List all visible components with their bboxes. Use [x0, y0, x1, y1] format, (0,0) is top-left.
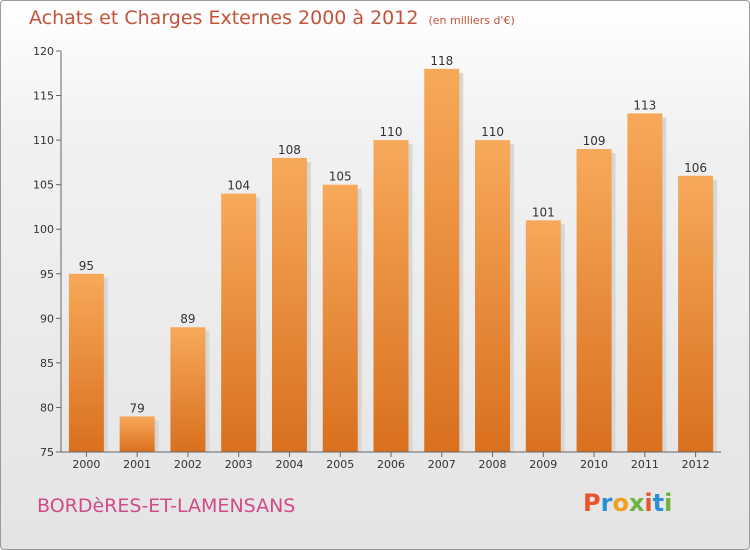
- y-tick-label: 80: [40, 401, 54, 414]
- x-tick-label: 2012: [682, 458, 710, 471]
- proxiti-logo[interactable]: Proxiti: [583, 489, 672, 517]
- value-label: 118: [430, 54, 453, 68]
- y-tick-label: 100: [33, 223, 54, 236]
- bar-2012[interactable]: [678, 175, 714, 452]
- x-tick-label: 2010: [580, 458, 608, 471]
- x-tick-label: 2008: [479, 458, 507, 471]
- x-tick-label: 2000: [72, 458, 100, 471]
- y-tick-label: 95: [40, 268, 54, 281]
- value-label: 110: [481, 125, 504, 139]
- y-tick-label: 85: [40, 357, 54, 370]
- bar-2009[interactable]: [525, 220, 561, 452]
- logo-letter: i: [664, 489, 673, 517]
- bar-2003[interactable]: [221, 193, 257, 453]
- chart-title: Achats et Charges Externes 2000 à 2012 (e…: [29, 7, 515, 29]
- x-tick-label: 2011: [631, 458, 659, 471]
- value-label: 109: [583, 134, 606, 148]
- logo-letter: o: [612, 489, 629, 517]
- bar-2007[interactable]: [424, 68, 460, 453]
- bar-2006[interactable]: [373, 140, 409, 452]
- bar-2005[interactable]: [322, 184, 358, 452]
- bars: [68, 68, 714, 453]
- x-ticks: 2000 2001 2002 2003 2004 2005 2006 2007 2008 2009…: [72, 452, 710, 471]
- chart-title-text: Achats et Charges Externes 2000 à 2012: [29, 7, 419, 29]
- x-tick-label: 2002: [174, 458, 202, 471]
- value-label: 101: [532, 205, 555, 219]
- value-label: 79: [130, 401, 145, 415]
- bar-2010[interactable]: [576, 149, 612, 452]
- logo-letter: i: [644, 489, 653, 517]
- y-tick-label: 115: [33, 90, 54, 103]
- value-label: 110: [380, 125, 403, 139]
- bar-2004[interactable]: [271, 157, 307, 452]
- value-label: 108: [278, 143, 301, 157]
- y-tick-label: 110: [33, 134, 54, 147]
- value-label: 106: [684, 161, 707, 175]
- value-label: 113: [633, 98, 656, 112]
- x-tick-label: 2005: [326, 458, 354, 471]
- x-tick-label: 2009: [529, 458, 557, 471]
- bar-2001[interactable]: [119, 416, 155, 452]
- bar-2008[interactable]: [475, 140, 511, 452]
- value-label: 105: [329, 170, 352, 184]
- y-tick-label: 105: [33, 179, 54, 192]
- logo-letter: x: [628, 489, 645, 517]
- logo-letter: P: [583, 489, 601, 517]
- logo-letter: r: [600, 489, 613, 517]
- value-labels: 95 79 89 104 108 105 110 118 110 101 109 113 106: [79, 54, 707, 416]
- logo-letter: t: [652, 489, 665, 517]
- x-tick-label: 2001: [123, 458, 151, 471]
- value-label: 104: [227, 179, 250, 193]
- y-tick-label: 75: [40, 446, 54, 459]
- commune-name: BORDèRES-ET-LAMENSANS: [37, 495, 296, 517]
- y-tick-label: 120: [33, 45, 54, 58]
- x-tick-label: 2004: [275, 458, 303, 471]
- y-tick-label: 90: [40, 312, 54, 325]
- bar-2011[interactable]: [627, 113, 663, 452]
- x-tick-label: 2006: [377, 458, 405, 471]
- bar-2002[interactable]: [170, 327, 206, 452]
- value-label: 95: [79, 259, 94, 273]
- chart-unit: (en milliers d'€): [428, 14, 515, 27]
- x-tick-label: 2003: [225, 458, 253, 471]
- y-ticks: 75 80 85 90 95 100 105 110 115 120: [33, 45, 61, 459]
- x-tick-label: 2007: [428, 458, 456, 471]
- value-label: 89: [180, 312, 195, 326]
- bar-2000[interactable]: [68, 273, 104, 452]
